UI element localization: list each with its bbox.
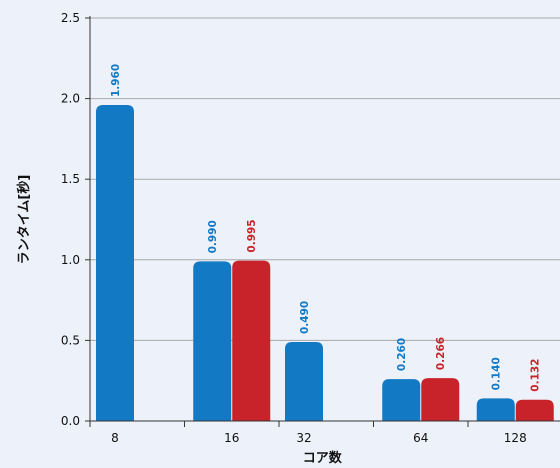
data-label: 0.990 xyxy=(207,220,219,253)
bar xyxy=(515,399,554,421)
bar xyxy=(285,342,323,421)
y-tick-label: 2.0 xyxy=(61,92,80,106)
x-tick-label: 8 xyxy=(111,431,119,445)
y-tick-label: 2.5 xyxy=(61,11,80,25)
bar xyxy=(193,261,232,421)
data-label: 1.960 xyxy=(110,64,122,97)
data-label: 0.260 xyxy=(396,338,408,371)
bar xyxy=(232,260,271,421)
data-label: 0.266 xyxy=(435,337,447,370)
x-tick-label: 128 xyxy=(504,431,527,445)
grid-lines xyxy=(90,17,560,341)
x-tick-label: 64 xyxy=(413,431,428,445)
data-label: 0.995 xyxy=(246,219,258,252)
x-tick-label: 16 xyxy=(224,431,239,445)
bar xyxy=(421,378,460,421)
data-label: 0.140 xyxy=(491,357,503,390)
bar xyxy=(96,105,134,421)
y-tick-label: 0.0 xyxy=(61,414,80,428)
data-labels: 1.960 0.990 0.995 0.490 0.260 0.266 0.140 0.132 xyxy=(110,64,542,392)
data-label: 0.490 xyxy=(299,301,311,334)
axes: 0.0 0.5 1.0 1.5 2.0 2.5 8 16 32 64 128 xyxy=(61,11,560,445)
y-axis-title: ランタイム[秒] xyxy=(16,175,32,265)
y-tick-label: 1.0 xyxy=(61,253,80,267)
y-tick-label: 0.5 xyxy=(61,333,80,347)
bar xyxy=(476,398,515,421)
bar xyxy=(382,379,421,421)
bars xyxy=(96,105,554,421)
data-label: 0.132 xyxy=(530,359,542,392)
x-tick-label: 32 xyxy=(296,431,311,445)
y-tick-label: 1.5 xyxy=(61,172,80,186)
x-axis-title: コア数 xyxy=(303,450,343,466)
